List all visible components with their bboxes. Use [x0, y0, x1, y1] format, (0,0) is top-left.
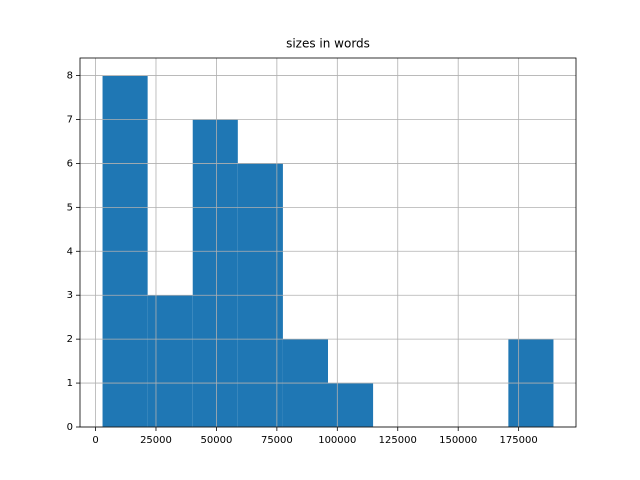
- x-tick-label: 50000: [201, 435, 233, 446]
- x-tick-label: 125000: [379, 435, 417, 446]
- y-tick-label: 2: [67, 334, 73, 345]
- y-tick-label: 6: [67, 158, 73, 169]
- x-tick-label: 100000: [318, 435, 356, 446]
- x-tick-label: 175000: [500, 435, 538, 446]
- plot-frame: [79, 57, 577, 428]
- y-tick-label: 1: [67, 378, 73, 389]
- bar: [147, 295, 193, 427]
- chart-title: sizes in words: [286, 37, 370, 51]
- y-tick-label: 8: [67, 71, 73, 82]
- y-tick-label: 4: [67, 246, 73, 257]
- y-tick-label: 3: [67, 290, 73, 301]
- y-tick-label: 7: [67, 115, 73, 126]
- bar: [192, 119, 238, 427]
- x-tick-label: 25000: [140, 435, 172, 446]
- x-tick-label: 150000: [439, 435, 477, 446]
- bar: [328, 383, 374, 427]
- x-tick-label: 0: [92, 435, 98, 446]
- y-tick-label: 5: [67, 202, 73, 213]
- y-tick-label: 0: [67, 422, 73, 433]
- x-tick-label: 75000: [261, 435, 293, 446]
